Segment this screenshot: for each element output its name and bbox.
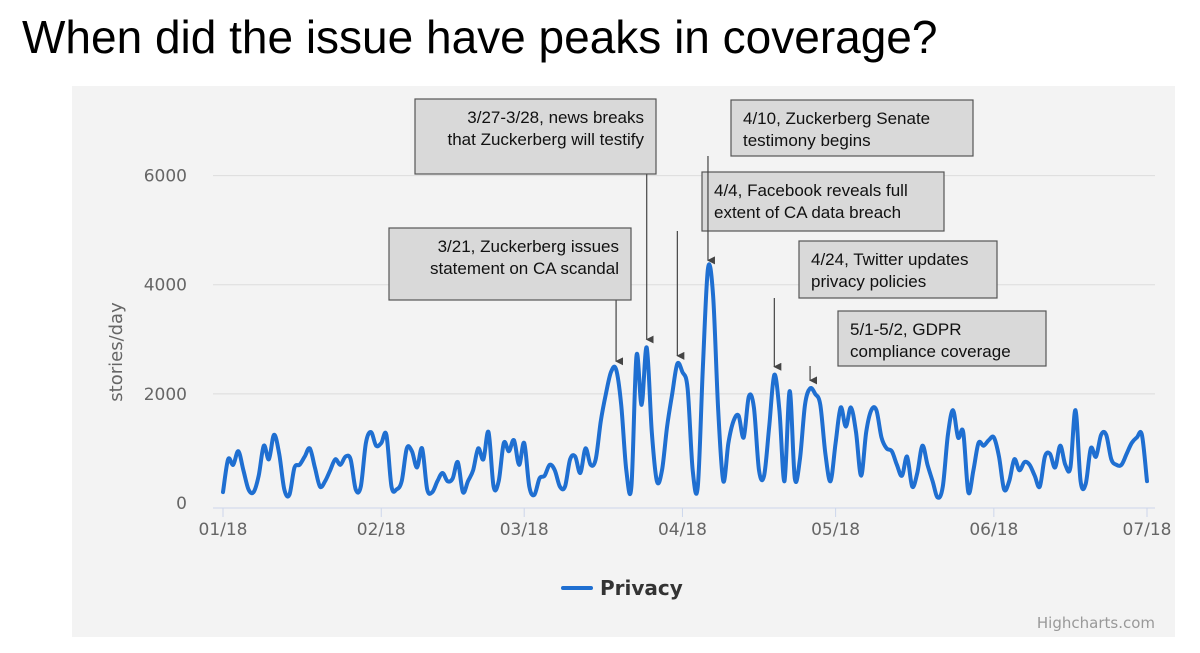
annotation-text: compliance coverage [850, 342, 1011, 361]
line-chart: 0 2000 4000 6000 01/18 02/18 03/18 04/18 05/18 06… [106, 98, 1172, 632]
annotation-text: 4/4, Facebook reveals full [714, 181, 908, 200]
annotation-callout: 4/10, Zuckerberg Senate testimony begins [706, 99, 974, 265]
x-tick-label: 07/18 [1123, 520, 1172, 540]
annotation-callout: 5/1-5/2, GDPR compliance coverage [809, 310, 1047, 385]
annotation-box [837, 310, 1047, 367]
annotation-text: privacy policies [811, 272, 926, 291]
series-line-privacy[interactable] [221, 262, 1149, 500]
annotation-text: statement on CA scandal [430, 259, 619, 278]
annotation-box [798, 240, 998, 299]
annotation-callout: 4/24, Twitter updates privacy policies [773, 240, 998, 371]
annotation-text: testimony begins [743, 131, 871, 150]
annotation-text: 3/21, Zuckerberg issues [438, 237, 619, 256]
x-tick-label: 01/18 [199, 520, 248, 540]
slide-title: When did the issue have peaks in coverag… [22, 11, 938, 63]
annotations: 3/21, Zuckerberg issues statement on CA s… [388, 98, 1047, 385]
gridlines [213, 175, 1155, 395]
annotation-callout: 3/21, Zuckerberg issues statement on CA s… [388, 227, 632, 366]
axes: 0 2000 4000 6000 01/18 02/18 03/18 04/18 05/18 06… [106, 167, 1172, 540]
annotation-text: extent of CA data breach [714, 203, 901, 222]
annotation-box [701, 171, 945, 232]
chart-panel: 0 2000 4000 6000 01/18 02/18 03/18 04/18 05/18 06… [72, 86, 1175, 637]
x-tick-label: 03/18 [500, 520, 549, 540]
series-layer [221, 262, 1149, 500]
x-tick-label: 04/18 [658, 520, 707, 540]
legend-label-privacy[interactable]: Privacy [600, 576, 683, 600]
y-axis-label: stories/day [106, 302, 127, 402]
annotation-callout: 4/4, Facebook reveals full extent of CA d… [676, 171, 945, 360]
y-tick-label: 4000 [144, 276, 187, 296]
x-tick-label: 06/18 [969, 520, 1018, 540]
annotation-box [414, 98, 657, 175]
annotation-text: 3/27-3/28, news breaks [467, 108, 644, 127]
x-tick-label: 02/18 [357, 520, 406, 540]
annotation-text: 4/24, Twitter updates [811, 250, 969, 269]
annotation-callout: 3/27-3/28, news breaks that Zuckerberg wi… [414, 98, 657, 344]
annotation-text: that Zuckerberg will testify [447, 130, 644, 149]
y-tick-label: 0 [176, 494, 187, 514]
annotation-box [730, 99, 974, 157]
legend[interactable]: Privacy [561, 576, 683, 600]
annotation-text: 5/1-5/2, GDPR [850, 320, 962, 339]
y-tick-label: 6000 [144, 167, 187, 187]
chart-credit[interactable]: Highcharts.com [1037, 614, 1155, 632]
x-tick-label: 05/18 [811, 520, 860, 540]
annotation-text: 4/10, Zuckerberg Senate [743, 109, 930, 128]
annotation-box [388, 227, 632, 301]
y-tick-label: 2000 [144, 385, 187, 405]
